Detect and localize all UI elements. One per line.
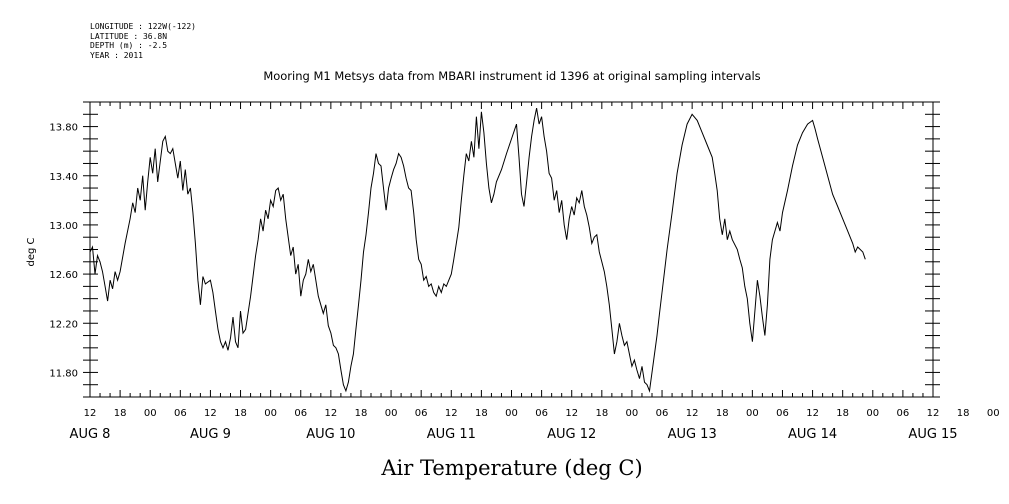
- latitude-label: LATITUDE : 36.8N: [90, 31, 168, 41]
- x-hour-tick-label: 06: [174, 408, 187, 419]
- x-day-label: AUG 10: [306, 427, 355, 442]
- x-hour-tick-label: 18: [475, 408, 488, 419]
- chart-title: Mooring M1 Metsys data from MBARI instru…: [263, 69, 760, 83]
- x-hour-tick-label: 00: [144, 408, 157, 419]
- x-day-label: AUG 12: [547, 427, 596, 442]
- plot-frame: [89, 101, 934, 398]
- x-hour-tick-label: 12: [84, 408, 97, 419]
- y-tick-label: 13.00: [49, 221, 78, 232]
- x-hour-tick-label: 18: [234, 408, 247, 419]
- x-hour-tick-label: 12: [324, 408, 337, 419]
- x-hour-tick-label: 06: [897, 408, 910, 419]
- y-tick-label: 13.80: [49, 123, 78, 134]
- x-hour-tick-label: 12: [686, 408, 699, 419]
- x-axis-label: Air Temperature (deg C): [380, 456, 642, 480]
- air-temperature-line: [89, 108, 866, 393]
- x-hour-tick-label: 06: [294, 408, 307, 419]
- axis-ticks: [83, 101, 940, 398]
- x-hour-tick-label: 18: [716, 408, 729, 419]
- x-hour-tick-label: 00: [746, 408, 759, 419]
- y-tick-label: 13.40: [49, 172, 78, 183]
- x-hour-tick-label: 00: [987, 408, 1000, 419]
- x-hour-tick-label: 00: [626, 408, 639, 419]
- x-hour-tick-label: 00: [385, 408, 398, 419]
- x-hour-tick-label: 18: [595, 408, 608, 419]
- year-label: YEAR : 2011: [90, 50, 143, 60]
- x-day-label: AUG 11: [427, 427, 476, 442]
- axis-tick-labels: 11.80 12.20 12.60 13.00 13.40 13.80 12 18 00 06 12…: [49, 123, 1000, 442]
- x-hour-tick-label: 12: [806, 408, 819, 419]
- x-hour-tick-label: 06: [535, 408, 548, 419]
- x-day-label: AUG 8: [70, 427, 111, 442]
- x-hour-tick-label: 06: [656, 408, 669, 419]
- x-day-label: AUG 13: [668, 427, 717, 442]
- x-hour-tick-label: 12: [445, 408, 458, 419]
- x-hour-tick-label: 18: [957, 408, 970, 419]
- x-hour-tick-label: 12: [204, 408, 217, 419]
- depth-label: DEPTH (m) : -2.5: [90, 41, 168, 50]
- x-day-label: AUG 15: [908, 427, 957, 442]
- x-day-label: AUG 14: [788, 427, 837, 442]
- y-tick-label: 11.80: [49, 368, 78, 379]
- x-hour-tick-label: 12: [565, 408, 578, 419]
- x-hour-tick-label: 12: [927, 408, 940, 419]
- x-day-label: AUG 9: [190, 427, 231, 442]
- y-tick-label: 12.20: [49, 319, 78, 330]
- y-tick-label: 12.60: [49, 270, 78, 281]
- longitude-label: LONGITUDE : 122W(-122): [90, 22, 196, 31]
- x-hour-tick-label: 18: [114, 408, 127, 419]
- x-hour-tick-label: 18: [836, 408, 849, 419]
- metadata-block: LONGITUDE : 122W(-122) LATITUDE : 36.8N …: [90, 22, 196, 60]
- y-axis-label: deg C: [26, 237, 37, 266]
- x-hour-tick-label: 18: [355, 408, 368, 419]
- x-hour-tick-label: 06: [776, 408, 789, 419]
- x-hour-tick-label: 00: [866, 408, 879, 419]
- x-hour-tick-label: 00: [264, 408, 277, 419]
- x-hour-tick-label: 06: [415, 408, 428, 419]
- x-hour-tick-label: 00: [505, 408, 518, 419]
